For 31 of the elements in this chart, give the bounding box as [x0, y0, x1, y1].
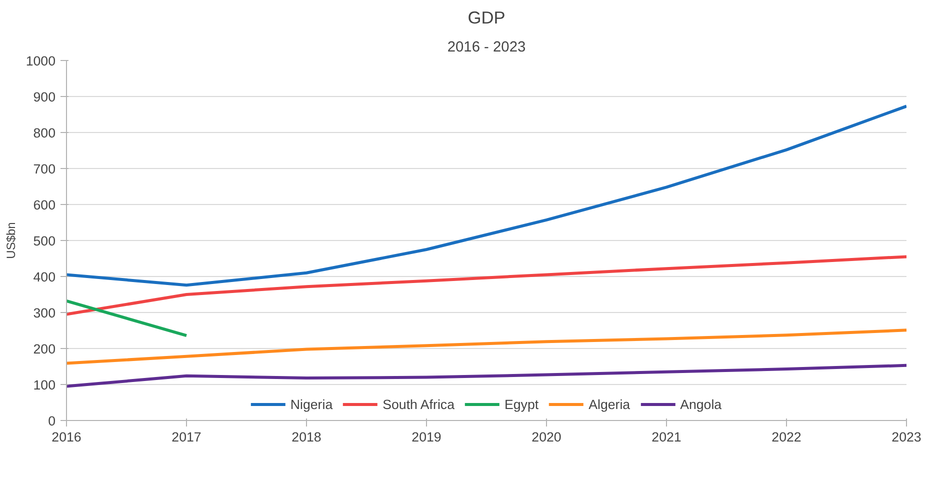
line-series: [66, 364, 906, 388]
legend-label: Nigeria: [290, 396, 333, 412]
chart-subtitle: 2016 - 2023: [447, 40, 526, 56]
legend-label: Algeria: [588, 396, 630, 412]
x-tick-label: 2016: [52, 430, 82, 444]
chart-title: GDP: [468, 8, 506, 28]
y-axis-title: US$bn: [4, 222, 18, 259]
y-tick-label: 1000: [26, 54, 56, 68]
x-tick-label: 2022: [772, 430, 802, 444]
y-tick-label: 800: [33, 126, 56, 140]
y-tick-label: 200: [33, 342, 56, 356]
line-series: [66, 104, 906, 287]
y-tick-label: 600: [33, 198, 56, 212]
x-tick-label: 2023: [892, 430, 922, 444]
y-tick-label: 300: [33, 306, 56, 320]
x-tick-label: 2019: [412, 430, 442, 444]
x-tick-label: 2018: [292, 430, 322, 444]
line-series: [66, 255, 906, 316]
y-tick-label: 700: [33, 162, 56, 176]
y-tick-label: 500: [33, 234, 56, 248]
x-tick-label: 2020: [532, 430, 562, 444]
legend-label: Angola: [680, 396, 722, 412]
legend-label: South Africa: [382, 396, 454, 412]
line-series: [66, 328, 906, 365]
y-tick-label: 100: [33, 378, 56, 392]
legend-label: Egypt: [504, 396, 539, 412]
y-tick-label: 400: [33, 270, 56, 284]
x-tick-label: 2021: [652, 430, 682, 444]
y-tick-label: 0: [48, 414, 56, 428]
x-tick-label: 2017: [172, 430, 202, 444]
y-tick-label: 900: [33, 90, 56, 104]
